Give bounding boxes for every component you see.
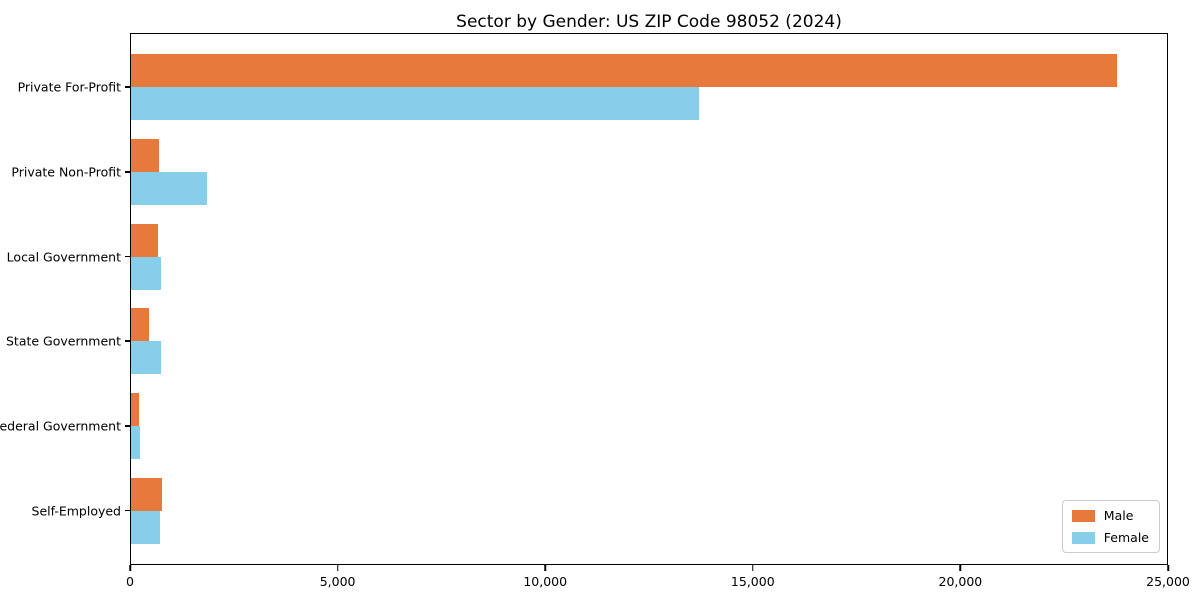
x-tick-mark [129,565,131,571]
y-tick-mark [125,509,131,512]
x-tick-label: 20,000 [938,574,983,589]
legend: Male Female [1061,500,1160,553]
x-tick-label: 25,000 [1146,574,1190,589]
male-bar [131,223,158,257]
x-tick-mark [959,565,962,571]
y-tick-mark [125,171,131,173]
male-bar [131,139,159,172]
bar-group [131,223,1167,290]
y-axis-category-label: Local Government [6,249,121,265]
category-row: Federal Government [0,384,1167,469]
female-bar [131,87,699,121]
female-bar [131,426,140,460]
bar-group [131,54,1167,121]
bar-group [131,139,1167,205]
y-tick-mark [125,255,131,258]
y-axis-category-label: Self-Employed [31,503,121,519]
bar-group [131,393,1167,460]
male-bar [131,393,139,427]
category-row: State Government [6,299,1167,384]
y-axis-category-label: State Government [5,333,121,349]
legend-entry-female: Female [1071,530,1149,545]
female-bar [131,341,161,375]
female-bar [131,172,207,205]
legend-entry-male: Male [1071,508,1149,523]
y-axis-category-label: Federal Government [0,418,121,434]
male-bar [131,54,1118,88]
category-row: Private Non-Profit [11,130,1167,215]
male-bar [131,477,163,511]
bar-group [131,477,1167,544]
y-tick-mark [125,425,131,427]
female-swatch-icon [1071,531,1095,544]
chart-title: Sector by Gender: US ZIP Code 98052 (202… [456,12,842,32]
x-tick-label: 0 [126,574,134,589]
x-tick-mark [544,565,546,571]
legend-label: Male [1103,508,1134,523]
bar-group [131,308,1167,375]
category-rows: Private For-Profit Private Non-Profit Loca… [0,45,1167,553]
x-axis: 0 5,000 10,000 15,000 20,000 25,000 [126,565,1190,595]
y-tick-mark [125,86,131,88]
male-swatch-icon [1071,509,1095,522]
category-row: Private For-Profit [18,45,1167,130]
category-row: Self-Employed [32,468,1167,553]
female-bar [131,256,162,290]
y-axis-category-label: Private Non-Profit [11,164,121,180]
female-bar [131,510,160,544]
male-bar [131,308,149,342]
x-tick-label: 10,000 [523,574,568,589]
plot-area: Private For-Profit Private Non-Profit Loca… [0,33,1168,565]
y-axis-category-label: Private For-Profit [17,79,121,95]
category-row: Local Government [7,214,1167,299]
legend-label: Female [1103,530,1149,545]
x-tick-mark [1167,565,1169,571]
x-tick-label: 15,000 [730,574,775,589]
x-tick-label: 5,000 [319,574,356,589]
x-tick-mark [336,565,339,571]
y-tick-mark [125,340,131,342]
x-tick-mark [752,565,754,571]
